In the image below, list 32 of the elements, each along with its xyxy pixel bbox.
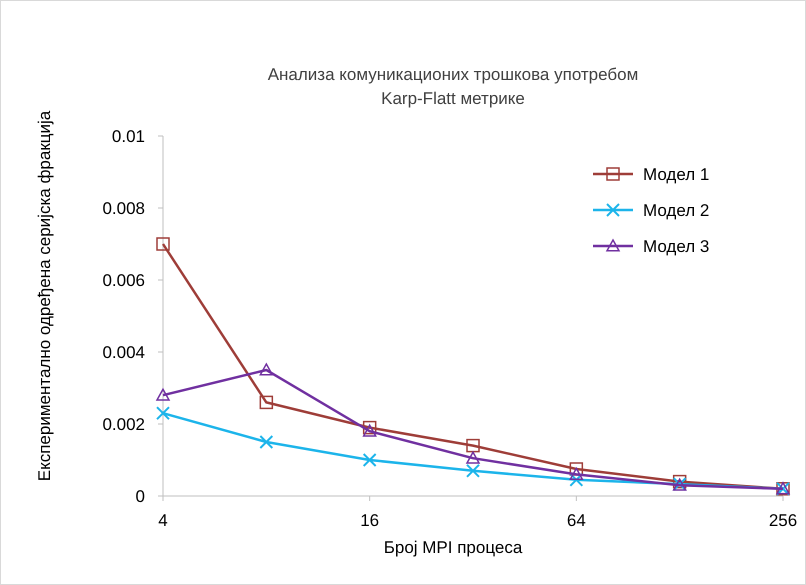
point <box>259 435 274 449</box>
point <box>569 472 584 487</box>
y-tick-label: 0.002 <box>102 414 145 434</box>
y-tick-label: 0 <box>136 486 145 506</box>
point <box>570 468 584 480</box>
x-tick-label: 64 <box>566 511 586 530</box>
y-tick-label: 0.006 <box>102 270 145 290</box>
chart-title: Анализа комуникационих трошкова употребом Karp-Flatt метрике <box>268 65 638 108</box>
x-axis-title: Број MPI процеса <box>384 538 523 557</box>
point <box>362 453 377 467</box>
point <box>156 406 170 420</box>
point <box>362 420 376 434</box>
legend-label: Модел 2 <box>643 200 710 220</box>
point <box>156 388 170 401</box>
y-axis-title: Експериментално одређена серијска фракција <box>35 110 54 482</box>
x-tick-label: 16 <box>360 511 380 530</box>
point <box>156 237 170 251</box>
point <box>466 438 480 452</box>
legend-label: Модел 1 <box>643 164 710 184</box>
point <box>672 474 686 488</box>
y-tick-label: 0.01 <box>112 126 145 146</box>
x-tick-label: 256 <box>768 511 798 530</box>
legend-label: Модел 3 <box>643 236 710 256</box>
y-tick-label: 0.004 <box>102 342 145 362</box>
point <box>466 464 480 478</box>
y-tick-label: 0.008 <box>102 198 145 218</box>
point <box>362 424 376 437</box>
point <box>570 462 584 476</box>
point <box>260 396 274 410</box>
x-tick-label: 4 <box>158 511 168 530</box>
point <box>466 451 480 464</box>
point <box>260 363 274 376</box>
